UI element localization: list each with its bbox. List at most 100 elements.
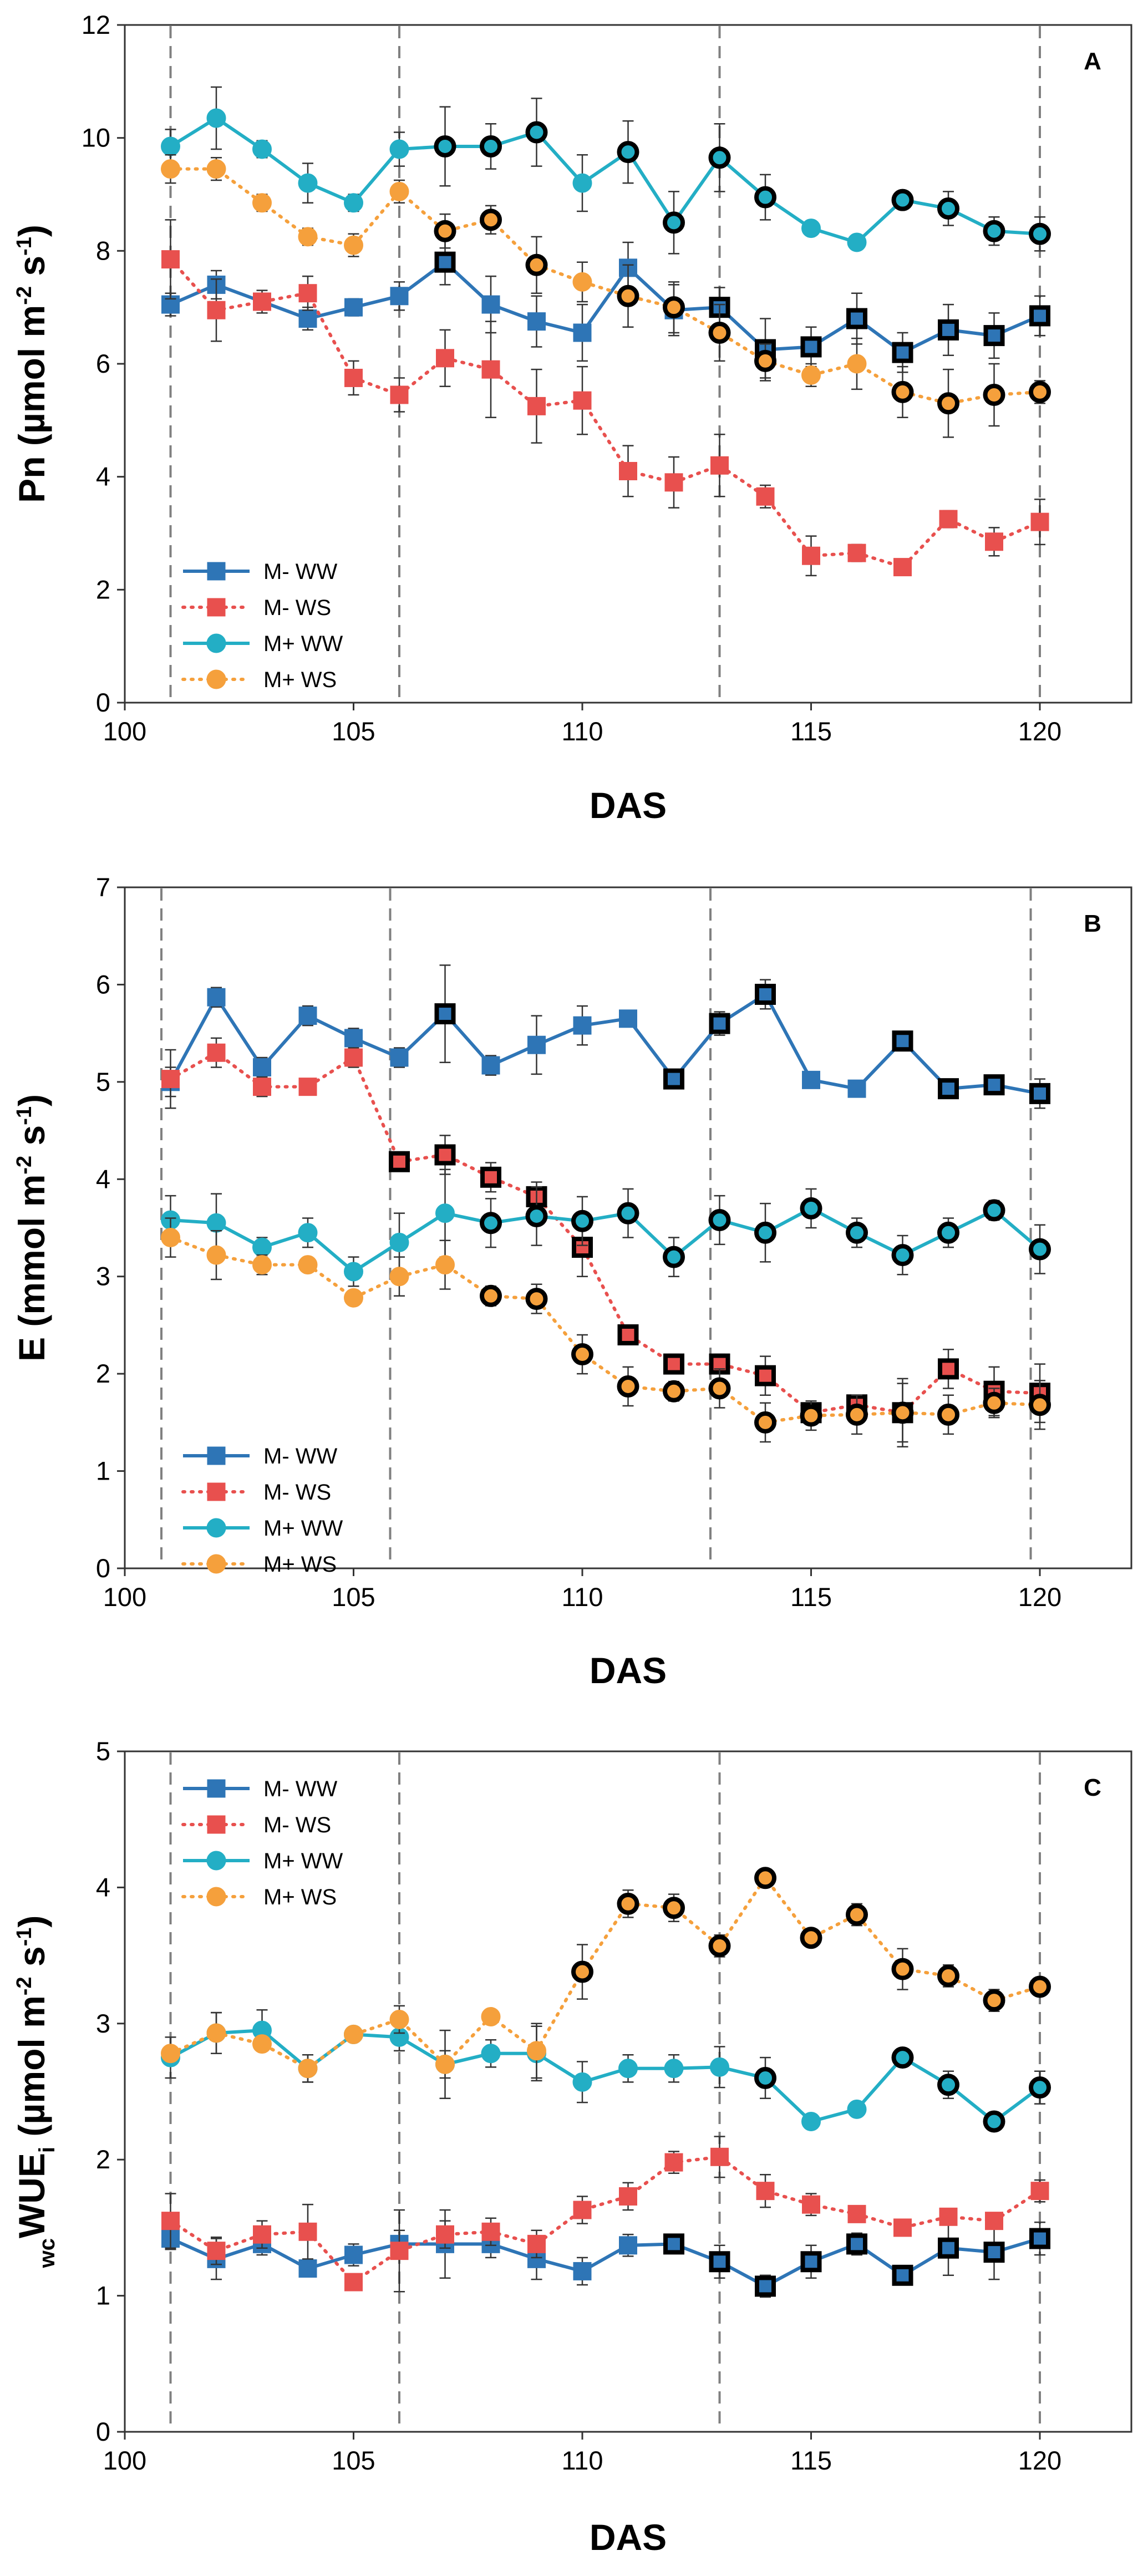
data-point [481, 2044, 501, 2064]
data-point [937, 392, 959, 415]
data-point [480, 1212, 502, 1234]
x-tick-label: 120 [1018, 1582, 1061, 1612]
data-point [344, 193, 363, 213]
y-axis-title-part: s [11, 256, 52, 286]
y-tick-label: 0 [96, 1553, 110, 1583]
data-point [344, 1029, 363, 1048]
legend: M- WW M- WS M+ WW M+ WS [181, 1777, 343, 1909]
x-tick-label: 110 [562, 717, 603, 746]
data-point [1029, 2228, 1050, 2249]
data-point [664, 2153, 683, 2172]
data-point [527, 312, 546, 331]
x-tick-label: 115 [790, 2446, 832, 2475]
data-point [983, 384, 1005, 407]
legend-marker [206, 633, 226, 653]
x-tick-label: 110 [562, 2446, 603, 2475]
legend-marker [207, 1815, 226, 1834]
data-point [525, 253, 548, 276]
series-mplus-ws [161, 154, 1051, 438]
y-axis-title-part: E [11, 1337, 52, 1361]
data-point [663, 2233, 684, 2255]
panel-letter: C [1084, 1774, 1101, 1801]
plot-frame [124, 886, 1132, 1569]
data-point [1029, 1083, 1050, 1104]
series-line [170, 2029, 1041, 2123]
y-axis-title-part: s [11, 1946, 52, 1977]
series-mminus-ww [161, 238, 1050, 382]
series-mplus-ws [161, 1217, 1051, 1443]
data-point [480, 1166, 501, 1188]
data-point [983, 220, 1005, 242]
data-point [571, 1960, 593, 1983]
y-axis-title-part: -1 [13, 1106, 36, 1125]
legend-label: M- WS [263, 1480, 331, 1505]
data-point [891, 1401, 914, 1424]
series-mplus-ww [161, 86, 1051, 255]
data-point [207, 1043, 226, 1062]
y-axis-title: wcWUEi (µmol m-2 s-1) [11, 1916, 59, 2269]
data-point [754, 186, 776, 209]
data-point [800, 1197, 822, 1220]
data-point [754, 2066, 776, 2089]
data-point [298, 309, 317, 328]
y-axis-title-part: (mmol m [11, 1175, 52, 1337]
data-point [206, 1245, 226, 1265]
data-point [572, 272, 592, 292]
data-point [1029, 1394, 1051, 1416]
data-point [939, 2207, 958, 2226]
panel-letter: A [1084, 48, 1101, 75]
y-tick-label: 7 [96, 872, 110, 902]
data-point [206, 2023, 226, 2043]
x-tick-label: 105 [332, 1582, 375, 1612]
legend-label: M+ WW [263, 1849, 343, 1873]
legend-label: M+ WS [263, 1552, 337, 1577]
data-point [298, 227, 318, 247]
data-point [207, 2242, 226, 2260]
x-tick-label: 110 [562, 1582, 603, 1612]
legend-label: M- WS [263, 1813, 331, 1837]
series-mminus-ww [161, 2209, 1050, 2298]
data-point [525, 1205, 548, 1227]
data-point [1029, 1975, 1051, 1998]
data-point [434, 251, 456, 273]
data-point [985, 532, 1003, 551]
data-point [754, 1411, 776, 1434]
data-point [754, 349, 776, 372]
data-point [663, 1353, 684, 1375]
data-point [390, 385, 409, 404]
data-point [252, 193, 272, 213]
legend-label: M- WW [263, 1777, 338, 1801]
data-point [434, 1003, 456, 1025]
x-tick-label: 115 [790, 717, 832, 746]
data-point [252, 2034, 272, 2054]
data-point [801, 219, 821, 238]
legend-label: M+ WS [263, 1885, 337, 1909]
data-point [206, 159, 226, 179]
data-point [253, 2225, 271, 2244]
y-tick-label: 10 [82, 123, 110, 153]
data-point [619, 2236, 637, 2255]
data-point [801, 2111, 821, 2131]
data-point [1030, 512, 1049, 531]
x-axis-title: DAS [590, 785, 667, 826]
data-point [847, 354, 867, 374]
data-point [481, 2222, 500, 2241]
data-point [754, 1867, 776, 1889]
data-point [939, 510, 958, 529]
data-point [481, 295, 500, 314]
y-tick-label: 0 [96, 2417, 110, 2446]
data-point [709, 1013, 730, 1034]
series-mplus-ww [161, 2009, 1051, 2133]
y-tick-label: 12 [82, 10, 110, 39]
data-point [619, 2187, 637, 2206]
data-point [708, 146, 731, 169]
y-axis-title-part: WUE [11, 2153, 52, 2238]
data-point [846, 1221, 868, 1244]
series-line [169, 257, 1042, 569]
data-point [847, 2204, 866, 2223]
data-point [344, 235, 363, 255]
x-tick-label: 105 [332, 2446, 375, 2475]
data-point [298, 1255, 318, 1275]
data-point [573, 323, 592, 342]
y-axis-title: Pn (µmol m-2 s-1) [11, 225, 52, 503]
